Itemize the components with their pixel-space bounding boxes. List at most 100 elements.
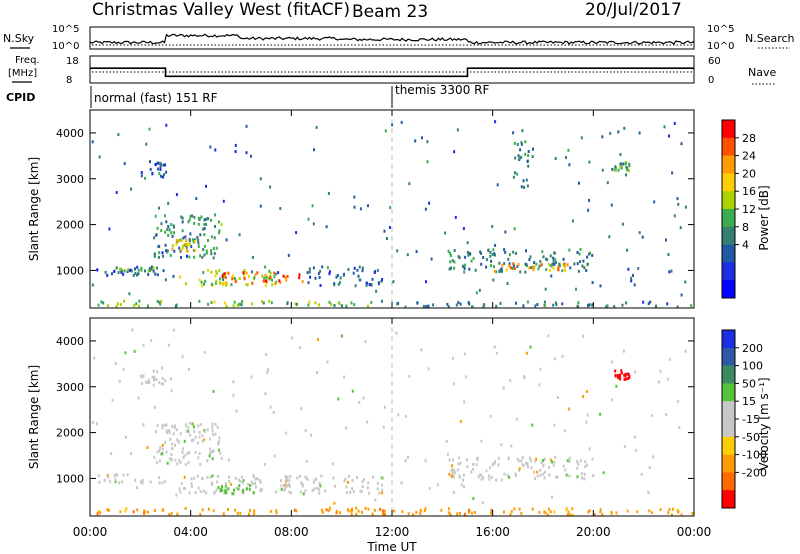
data-cell (527, 164, 530, 168)
data-cell (176, 512, 179, 516)
data-cell (285, 479, 288, 483)
data-cell (155, 430, 157, 434)
data-cell (577, 462, 580, 466)
data-cell (495, 270, 498, 274)
data-cell (447, 507, 450, 511)
data-cell (549, 458, 552, 462)
data-cell (424, 207, 427, 211)
data-cell (154, 272, 157, 276)
data-cell (169, 438, 172, 441)
data-cell (525, 351, 528, 355)
data-cell (527, 150, 530, 153)
data-cell (500, 478, 503, 482)
data-cell (579, 247, 582, 251)
data-cell (193, 430, 196, 434)
data-cell (139, 480, 142, 484)
data-cell (349, 491, 352, 494)
data-cell (345, 426, 348, 430)
data-cell (530, 466, 533, 470)
data-cell (175, 239, 178, 242)
data-cell (555, 260, 557, 264)
data-cell (407, 456, 409, 459)
data-cell (526, 184, 529, 188)
data-cell (179, 238, 182, 242)
data-cell (136, 486, 138, 490)
data-cell (259, 177, 262, 181)
data-cell (156, 461, 158, 465)
data-cell (268, 277, 271, 281)
data-cell (106, 273, 109, 277)
data-cell (344, 477, 347, 481)
data-cell (220, 223, 223, 226)
data-cell (226, 488, 228, 492)
data-cell (381, 483, 384, 487)
data-cell (553, 510, 556, 514)
data-cell (210, 301, 213, 305)
data-cell (202, 489, 205, 493)
data-cell (214, 225, 216, 228)
data-cell (499, 268, 502, 272)
data-cell (333, 304, 336, 307)
x-tick-label: 20:00 (576, 525, 611, 539)
data-cell (269, 405, 272, 409)
data-cell (175, 428, 178, 432)
data-cell (298, 276, 301, 280)
data-cell (491, 253, 494, 256)
data-cell (533, 470, 536, 474)
data-cell (184, 243, 187, 246)
data-cell (156, 424, 159, 428)
data-cell (667, 511, 670, 515)
data-cell (170, 458, 173, 462)
data-cell (504, 230, 507, 234)
data-cell (587, 208, 590, 212)
data-cell (371, 512, 374, 516)
data-cell (591, 253, 594, 257)
data-cell (118, 379, 121, 383)
data-cell (273, 271, 276, 275)
data-cell (256, 271, 259, 275)
data-cell (152, 269, 155, 273)
data-cell (588, 160, 591, 164)
data-cell (134, 478, 137, 482)
data-cell (224, 482, 227, 486)
data-cell (235, 486, 238, 490)
data-cell (621, 303, 624, 307)
data-cell (451, 472, 454, 476)
data-cell (428, 201, 431, 205)
data-cell (188, 239, 191, 242)
data-cell (190, 245, 193, 248)
data-cell (245, 283, 248, 287)
data-cell (189, 214, 192, 218)
velocity-colorbar-label: Velocity [m s⁻¹] (757, 377, 771, 470)
data-cell (161, 251, 164, 255)
data-cell (194, 435, 197, 439)
data-cell (373, 508, 376, 512)
data-cell (506, 473, 509, 477)
data-cell (237, 487, 240, 491)
data-cell (259, 488, 262, 492)
data-cell (657, 380, 660, 384)
data-cell (197, 238, 200, 242)
data-cell (168, 513, 171, 516)
data-cell (494, 243, 497, 247)
data-cell (432, 303, 435, 307)
data-cell (148, 127, 151, 131)
data-cell (619, 373, 621, 377)
data-cell (487, 474, 490, 478)
data-cell (553, 357, 556, 361)
data-cell (676, 197, 679, 201)
data-cell (554, 301, 557, 305)
data-cell (548, 263, 551, 267)
data-cell (509, 379, 512, 383)
data-cell (351, 487, 353, 491)
data-cell (480, 439, 483, 443)
data-cell (350, 301, 353, 305)
data-cell (550, 274, 553, 278)
data-cell (318, 481, 321, 485)
data-cell (171, 442, 174, 446)
data-cell (146, 381, 149, 385)
data-cell (549, 254, 552, 258)
data-cell (240, 303, 243, 307)
data-cell (671, 171, 674, 175)
